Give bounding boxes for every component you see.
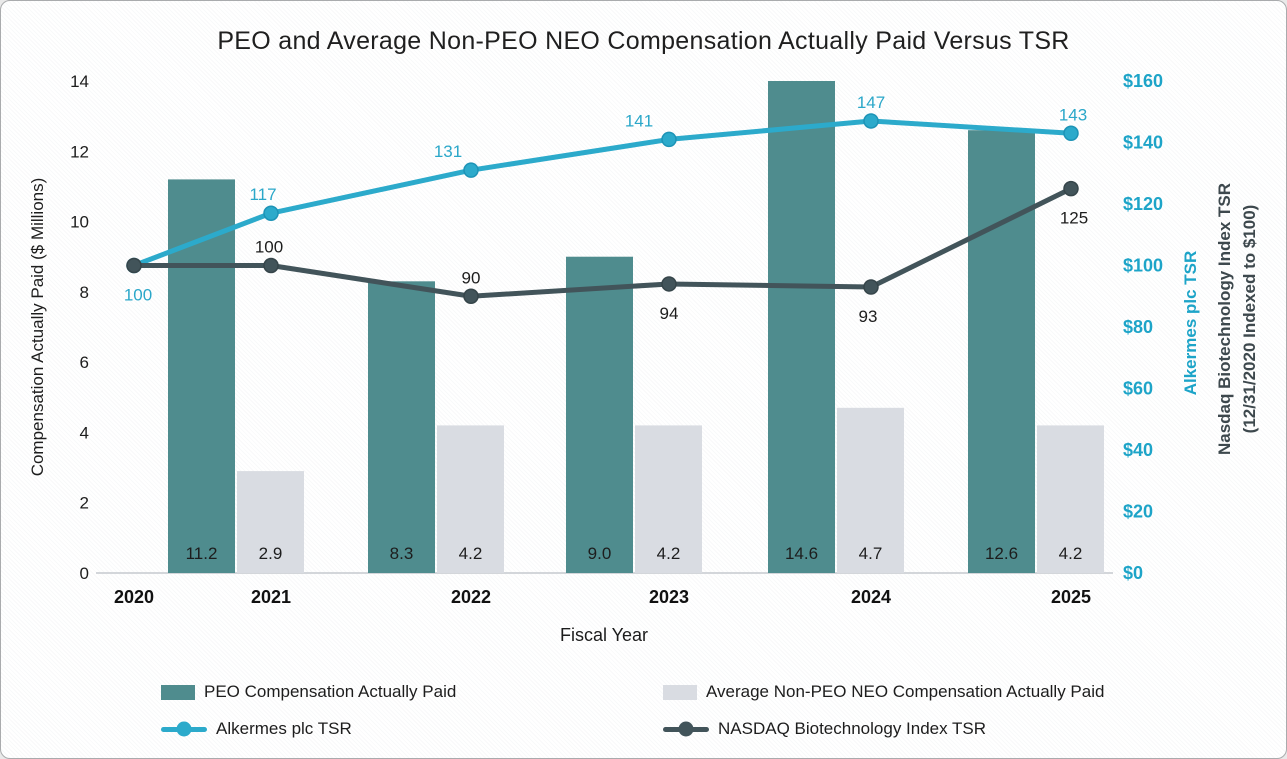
- alkermes-marker-icon: [176, 721, 192, 737]
- line-value-label: 125: [1060, 209, 1088, 228]
- nasdaq-line-sample: [663, 721, 709, 737]
- chart-title: PEO and Average Non-PEO NEO Compensation…: [217, 27, 1070, 55]
- bar-value-label: 4.7: [859, 544, 883, 563]
- peo-bar: [368, 281, 435, 573]
- nasdaq-tsr-marker: [263, 257, 279, 274]
- legend-label: Alkermes plc TSR: [216, 719, 352, 738]
- line-value-label: 90: [462, 268, 481, 287]
- nasdaq-tsr-marker: [863, 279, 879, 295]
- legend-item-neo: Average Non-PEO NEO Compensation Actuall…: [663, 682, 1104, 702]
- line-value-label: 100: [255, 238, 283, 257]
- neo-bar: [1037, 425, 1104, 573]
- left-axis-tick: 4: [80, 423, 89, 442]
- left-axis-tick: 12: [70, 142, 89, 161]
- bar-value-label: 12.6: [985, 544, 1018, 563]
- bar-value-label: 14.6: [785, 544, 818, 563]
- x-axis-tick: 2022: [451, 587, 491, 607]
- right-axis-title-nasdaq: Nasdaq Biotechnology Index TSR: [1215, 182, 1234, 456]
- right-axis-title-indexed: (12/31/2020 Indexed to $100): [1240, 204, 1259, 434]
- line-value-label: 100: [124, 286, 152, 305]
- alkermes-tsr-marker: [1063, 125, 1079, 142]
- neo-bar: [237, 471, 304, 573]
- legend-label: PEO Compensation Actually Paid: [204, 682, 457, 701]
- x-axis-tick: 2020: [114, 587, 154, 607]
- nasdaq-marker-icon: [678, 721, 694, 737]
- right-axis-tick: $20: [1123, 502, 1153, 522]
- left-axis-tick: 8: [80, 283, 89, 302]
- neo-bar: [635, 425, 702, 573]
- x-axis-tick: 2023: [649, 587, 689, 607]
- right-axis-tick: $160: [1123, 71, 1163, 91]
- alkermes-tsr-marker: [263, 205, 279, 221]
- x-axis-title: Fiscal Year: [559, 625, 649, 645]
- line-value-label: 147: [857, 93, 885, 112]
- nasdaq-tsr-marker: [126, 257, 142, 274]
- alkermes-tsr-marker: [463, 162, 479, 178]
- peo-bar: [168, 179, 235, 573]
- left-axis-tick: 2: [80, 494, 89, 513]
- bar-value-label: 4.2: [657, 544, 681, 563]
- neo-swatch: [663, 684, 697, 700]
- legend-item-peo: PEO Compensation Actually Paid: [161, 682, 456, 702]
- alkermes-line-sample: [161, 721, 207, 737]
- legend-label: Average Non-PEO NEO Compensation Actuall…: [706, 682, 1105, 701]
- x-axis-tick: 2024: [851, 587, 891, 607]
- right-axis-tick: $100: [1123, 256, 1163, 276]
- alkermes-tsr-marker: [863, 113, 879, 129]
- bar-value-label: 8.3: [390, 544, 414, 563]
- neo-bar: [437, 425, 504, 573]
- right-axis-tick: $140: [1123, 133, 1163, 153]
- line-value-label: 143: [1059, 105, 1087, 124]
- neo-bar: [837, 407, 904, 573]
- nasdaq-tsr-marker: [463, 288, 479, 304]
- left-axis-tick: 0: [80, 564, 89, 583]
- bar-value-label: 4.2: [459, 544, 483, 563]
- line-value-label: 141: [625, 111, 653, 130]
- right-axis-tick: $60: [1123, 379, 1153, 399]
- left-axis-title: Compensation Actually Paid ($ Millions): [28, 177, 47, 477]
- line-value-label: 94: [660, 304, 679, 323]
- line-value-label: 93: [859, 307, 878, 326]
- line-value-label: 117: [249, 185, 276, 204]
- alkermes-tsr-line: [131, 118, 1074, 268]
- right-axis-tick: $80: [1123, 317, 1153, 337]
- nasdaq-tsr-marker: [661, 276, 677, 292]
- bar-value-label: 4.2: [1059, 544, 1083, 563]
- right-axis-title-alkermes: Alkermes plc TSR: [1181, 250, 1200, 396]
- peo-bar: [968, 130, 1035, 573]
- legend-item-nasdaq-tsr: NASDAQ Biotechnology Index TSR: [663, 719, 986, 739]
- nasdaq-tsr-marker: [1063, 180, 1079, 197]
- x-axis-tick: 2025: [1051, 587, 1091, 607]
- bar-value-label: 2.9: [259, 544, 283, 563]
- peo-bar: [566, 256, 633, 573]
- right-axis-tick: $0: [1123, 563, 1143, 583]
- bar-value-label: 9.0: [588, 544, 612, 563]
- right-axis-tick: $40: [1123, 440, 1153, 460]
- right-axis-tick: $120: [1123, 194, 1163, 214]
- x-axis-tick: 2021: [251, 587, 291, 607]
- line-value-label: 131: [434, 142, 462, 161]
- legend-item-alkermes-tsr: Alkermes plc TSR: [161, 719, 352, 739]
- left-axis-tick: 6: [80, 353, 89, 372]
- peo-bar: [768, 81, 835, 573]
- alkermes-tsr-marker: [661, 131, 677, 148]
- legend-label: NASDAQ Biotechnology Index TSR: [718, 719, 987, 738]
- nasdaq-tsr-line: [131, 186, 1074, 299]
- left-axis-tick: 14: [70, 72, 89, 91]
- bar-value-label: 11.2: [186, 544, 218, 563]
- left-axis-tick: 10: [70, 213, 89, 232]
- plot-area: 0 2 4 6 8 10 12 14 $0 $20 $40 $60 $80 $100 $120 $140 $16…: [70, 71, 1163, 607]
- peo-swatch: [161, 684, 195, 700]
